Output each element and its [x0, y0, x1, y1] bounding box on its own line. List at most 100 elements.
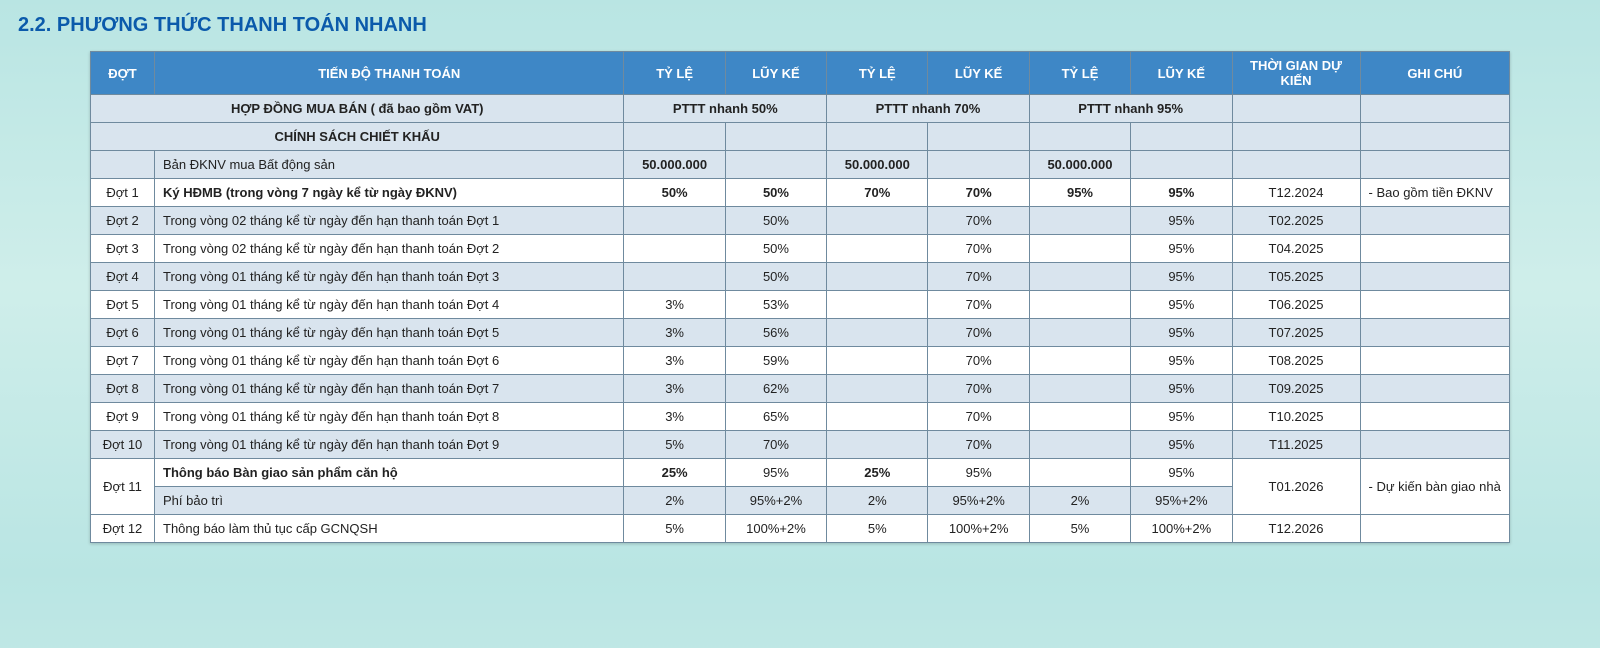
cell-l95: 95%	[1131, 319, 1232, 347]
cell-desc: Trong vòng 01 tháng kể từ ngày đến hạn t…	[155, 263, 624, 291]
table-row-12: Đợt 12 Thông báo làm thủ tục cấp GCNQSH …	[91, 515, 1510, 543]
empty-cell	[928, 123, 1029, 151]
col-luyke-50: LŨY KẾ	[725, 52, 826, 95]
cell-t50: 3%	[624, 291, 725, 319]
cell-l95: 95%	[1131, 263, 1232, 291]
empty-cell	[1232, 151, 1360, 179]
row11-t95a	[1029, 459, 1130, 487]
empty-cell	[91, 151, 155, 179]
cell-l50: 50%	[725, 263, 826, 291]
cell-note	[1360, 263, 1509, 291]
empty-cell	[725, 123, 826, 151]
cell-t70	[827, 431, 928, 459]
deposit-70: 50.000.000	[827, 151, 928, 179]
deposit-label: Bản ĐKNV mua Bất động sản	[155, 151, 624, 179]
cell-t95: 95%	[1029, 179, 1130, 207]
cell-t50: 3%	[624, 347, 725, 375]
cell-l70: 70%	[928, 319, 1029, 347]
row12-l70: 100%+2%	[928, 515, 1029, 543]
row11-l70b: 95%+2%	[928, 487, 1029, 515]
col-tyle-50: TỶ LỆ	[624, 52, 725, 95]
col-note: GHI CHÚ	[1360, 52, 1509, 95]
cell-l70: 70%	[928, 179, 1029, 207]
cell-t95	[1029, 431, 1130, 459]
row11-note: - Dự kiến bàn giao nhà	[1360, 459, 1509, 515]
row12-t95: 5%	[1029, 515, 1130, 543]
row11-t50a: 25%	[624, 459, 725, 487]
table-row: Đợt 3Trong vòng 02 tháng kể từ ngày đến …	[91, 235, 1510, 263]
cell-t95	[1029, 319, 1130, 347]
row12-l95: 100%+2%	[1131, 515, 1232, 543]
table-row: Đợt 1Ký HĐMB (trong vòng 7 ngày kể từ ng…	[91, 179, 1510, 207]
table-row: Đợt 8Trong vòng 01 tháng kể từ ngày đến …	[91, 375, 1510, 403]
cell-desc: Trong vòng 01 tháng kể từ ngày đến hạn t…	[155, 347, 624, 375]
cell-note	[1360, 431, 1509, 459]
cell-time: T07.2025	[1232, 319, 1360, 347]
cell-l95: 95%	[1131, 291, 1232, 319]
cell-t95	[1029, 347, 1130, 375]
cell-t70	[827, 347, 928, 375]
subheader-contract: HỢP ĐỒNG MUA BÁN ( đã bao gồm VAT) PTTT …	[91, 95, 1510, 123]
cell-t95	[1029, 291, 1130, 319]
row11-l95b: 95%+2%	[1131, 487, 1232, 515]
empty-cell	[624, 123, 725, 151]
cell-l95: 95%	[1131, 375, 1232, 403]
cell-note	[1360, 235, 1509, 263]
cell-dot: Đợt 5	[91, 291, 155, 319]
cell-l70: 70%	[928, 291, 1029, 319]
row11-desc-a: Thông báo Bàn giao sản phẩm căn hộ	[155, 459, 624, 487]
empty-cell	[1131, 123, 1232, 151]
cell-dot: Đợt 4	[91, 263, 155, 291]
table-row: Đợt 5Trong vòng 01 tháng kể từ ngày đến …	[91, 291, 1510, 319]
cell-t70	[827, 207, 928, 235]
row12-note	[1360, 515, 1509, 543]
row12-time: T12.2026	[1232, 515, 1360, 543]
row11-time: T01.2026	[1232, 459, 1360, 515]
cell-t50	[624, 207, 725, 235]
cell-dot: Đợt 3	[91, 235, 155, 263]
cell-t50: 3%	[624, 319, 725, 347]
cell-dot: Đợt 6	[91, 319, 155, 347]
cell-t95	[1029, 207, 1130, 235]
cell-time: T05.2025	[1232, 263, 1360, 291]
cell-desc: Trong vòng 02 tháng kể từ ngày đến hạn t…	[155, 235, 624, 263]
cell-dot: Đợt 2	[91, 207, 155, 235]
cell-desc: Trong vòng 01 tháng kể từ ngày đến hạn t…	[155, 375, 624, 403]
cell-desc: Trong vòng 02 tháng kể từ ngày đến hạn t…	[155, 207, 624, 235]
table-row-11a: Đợt 11 Thông báo Bàn giao sản phẩm căn h…	[91, 459, 1510, 487]
cell-l95: 95%	[1131, 235, 1232, 263]
empty-cell	[1360, 95, 1509, 123]
section-title: 2.2. PHƯƠNG THỨC THANH TOÁN NHANH	[18, 14, 1586, 37]
row11-t95b: 2%	[1029, 487, 1130, 515]
cell-time: T12.2024	[1232, 179, 1360, 207]
row11-t50b: 2%	[624, 487, 725, 515]
cell-l50: 62%	[725, 375, 826, 403]
cell-dot: Đợt 9	[91, 403, 155, 431]
empty-cell	[928, 151, 1029, 179]
col-tiendo: TIẾN ĐỘ THANH TOÁN	[155, 52, 624, 95]
cell-l70: 70%	[928, 403, 1029, 431]
cell-desc: Trong vòng 01 tháng kể từ ngày đến hạn t…	[155, 319, 624, 347]
deposit-50: 50.000.000	[624, 151, 725, 179]
cell-note	[1360, 375, 1509, 403]
empty-cell	[1360, 123, 1509, 151]
col-luyke-95: LŨY KẾ	[1131, 52, 1232, 95]
cell-l50: 70%	[725, 431, 826, 459]
row11-t70b: 2%	[827, 487, 928, 515]
cell-t70	[827, 319, 928, 347]
cell-dot: Đợt 10	[91, 431, 155, 459]
cell-t95	[1029, 263, 1130, 291]
table-row: Đợt 9Trong vòng 01 tháng kể từ ngày đến …	[91, 403, 1510, 431]
cell-time: T10.2025	[1232, 403, 1360, 431]
group-70: PTTT nhanh 70%	[827, 95, 1030, 123]
cell-l70: 70%	[928, 207, 1029, 235]
cell-desc: Trong vòng 01 tháng kể từ ngày đến hạn t…	[155, 291, 624, 319]
payment-table: ĐỢT TIẾN ĐỘ THANH TOÁN TỶ LỆ LŨY KẾ TỶ L…	[90, 51, 1510, 543]
cell-time: T02.2025	[1232, 207, 1360, 235]
cell-time: T09.2025	[1232, 375, 1360, 403]
cell-l50: 50%	[725, 207, 826, 235]
row12-dot: Đợt 12	[91, 515, 155, 543]
cell-note	[1360, 319, 1509, 347]
cell-l50: 65%	[725, 403, 826, 431]
cell-l70: 70%	[928, 235, 1029, 263]
